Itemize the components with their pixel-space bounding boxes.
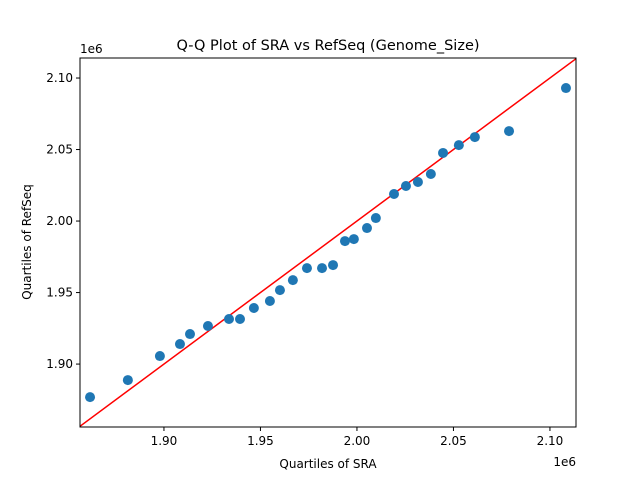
data-point (453, 140, 464, 151)
data-point (202, 321, 213, 332)
y-tick-label: 2.05 (46, 143, 73, 157)
data-point (264, 295, 275, 306)
reference-line (80, 58, 576, 427)
data-point (328, 260, 339, 271)
data-point (234, 314, 245, 325)
chart-title: Q-Q Plot of SRA vs RefSeq (Genome_Size) (176, 38, 479, 54)
data-point (154, 351, 165, 362)
data-point (122, 375, 133, 386)
data-point (174, 339, 185, 350)
y-axis-label: Quartiles of RefSeq (20, 184, 34, 300)
y-tick-label: 1.90 (46, 357, 73, 371)
x-tick-label: 2.05 (440, 434, 467, 448)
data-point (287, 275, 298, 286)
data-point (412, 177, 423, 188)
data-point (361, 223, 372, 234)
x-tick-label: 2.00 (344, 434, 371, 448)
data-point (301, 263, 312, 274)
plot-frame (79, 57, 577, 428)
y-tick-label: 2.10 (46, 71, 73, 85)
data-point (339, 236, 350, 247)
data-point (560, 83, 571, 94)
data-point (425, 168, 436, 179)
y-tick-label: 2.00 (46, 214, 73, 228)
data-point (370, 213, 381, 224)
x-axis-label: Quartiles of SRA (279, 457, 377, 471)
data-point (223, 314, 234, 325)
data-point (85, 392, 96, 403)
x-offset-label: 1e6 (553, 455, 576, 469)
x-tick-label: 1.90 (151, 434, 178, 448)
data-point (400, 181, 411, 192)
data-point (317, 263, 328, 274)
data-point (469, 132, 480, 143)
y-offset-label: 1e6 (80, 42, 103, 56)
x-tick-label: 1.95 (247, 434, 274, 448)
data-point (389, 189, 400, 200)
y-tick-label: 1.95 (46, 286, 73, 300)
data-point (348, 234, 359, 245)
data-point (248, 303, 259, 314)
data-point (185, 329, 196, 340)
data-point (274, 285, 285, 296)
data-point (504, 126, 515, 137)
x-tick-label: 2.10 (537, 434, 564, 448)
data-point (438, 147, 449, 158)
